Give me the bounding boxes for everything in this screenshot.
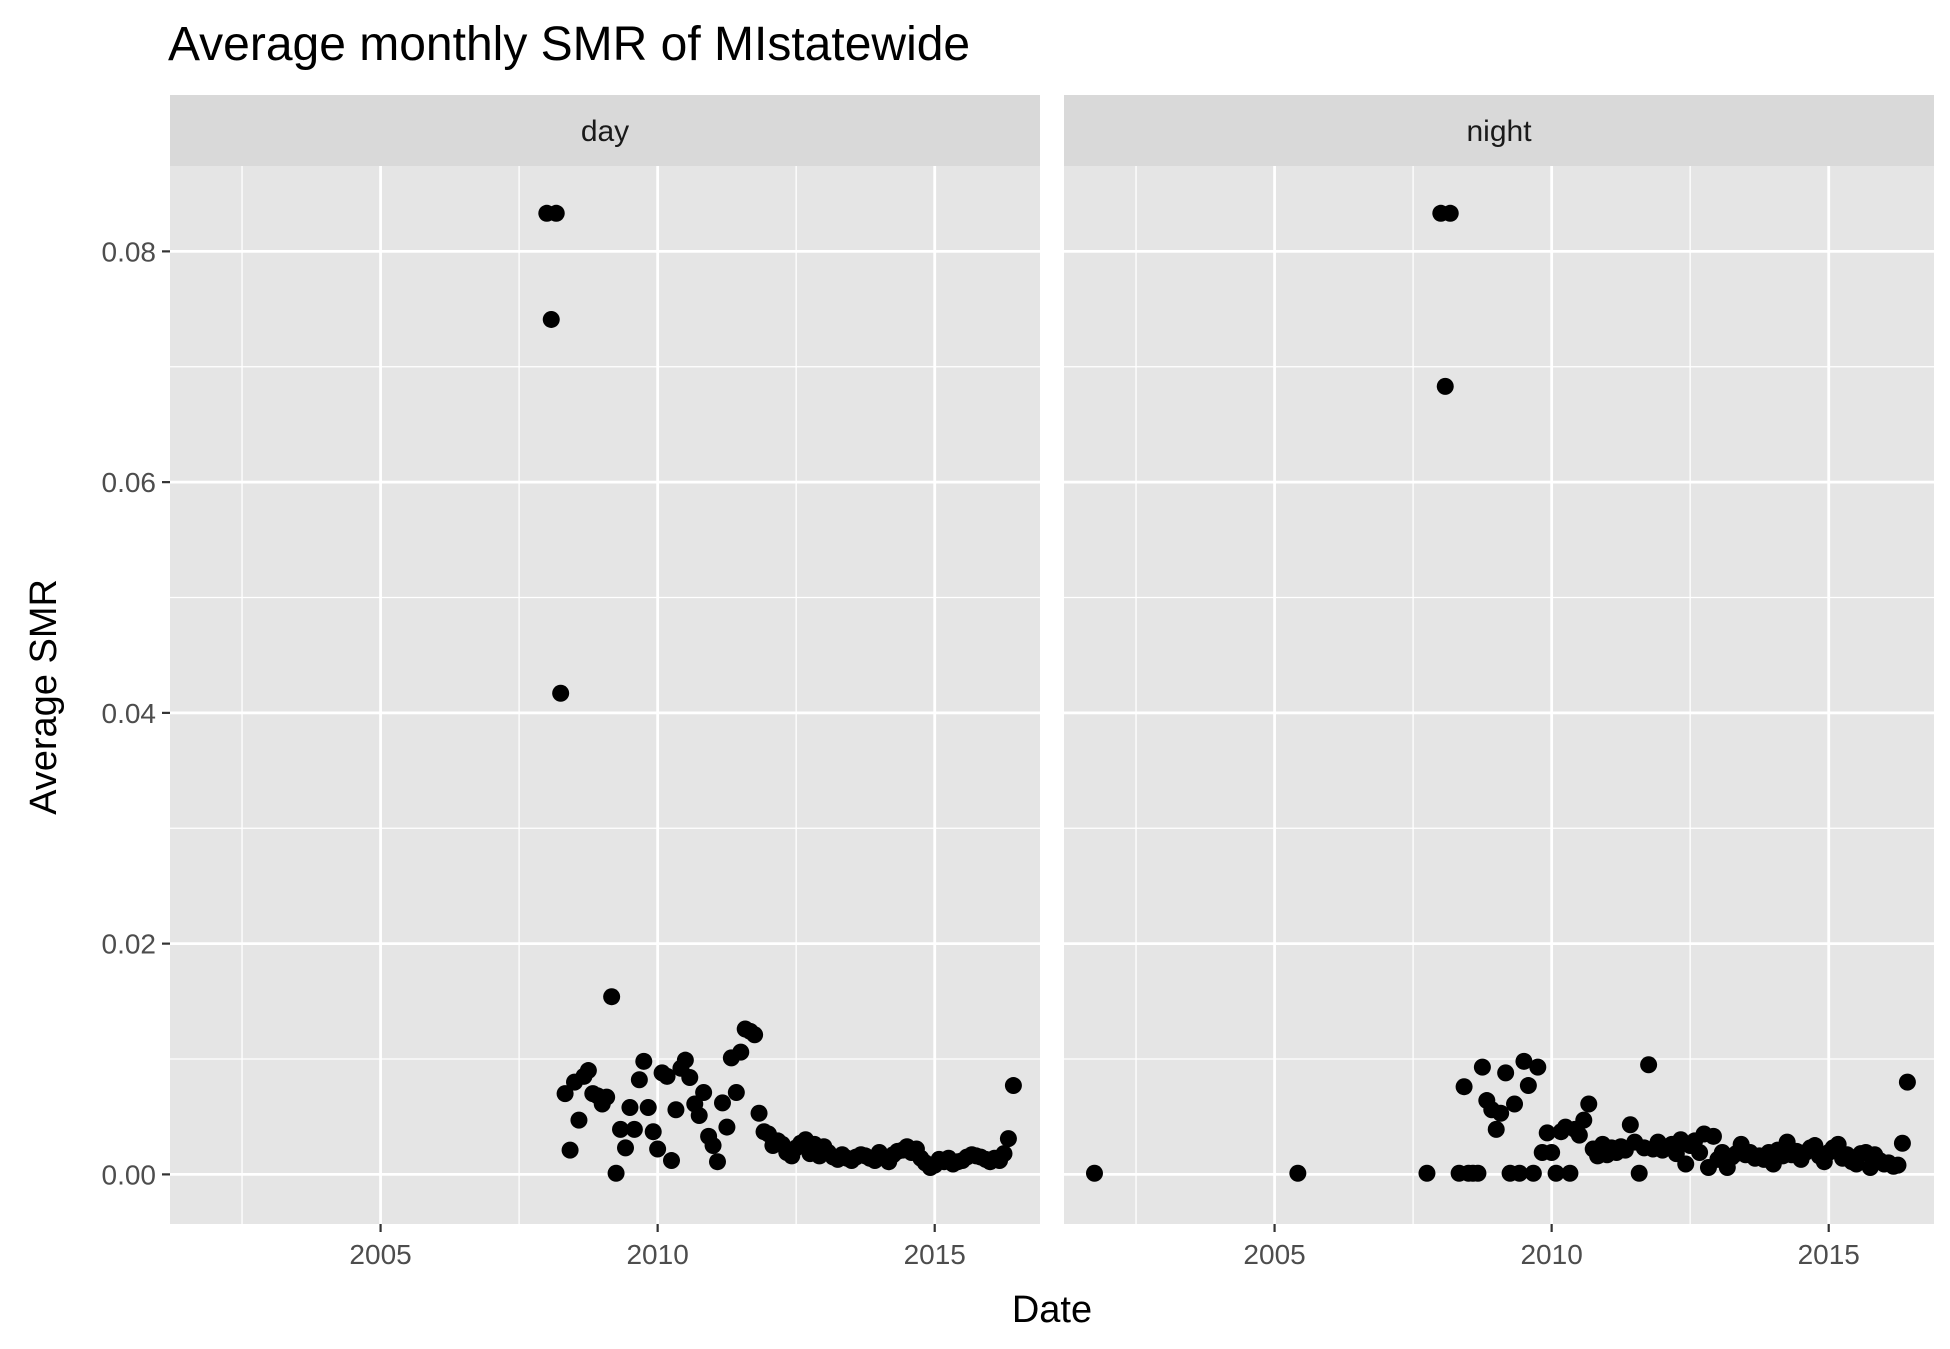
y-axis: 0.00 0.02 0.04 0.06 0.08 — [102, 236, 170, 1190]
data-point — [1418, 1164, 1436, 1182]
strip-label-night: night — [1466, 115, 1532, 148]
data-point — [1085, 1164, 1103, 1182]
data-point — [1677, 1155, 1695, 1173]
data-point — [1455, 1078, 1473, 1096]
data-point — [1515, 1052, 1533, 1070]
data-point — [1524, 1164, 1542, 1182]
data-point — [570, 1111, 588, 1129]
data-point — [1889, 1156, 1907, 1174]
data-point — [999, 1130, 1017, 1148]
x-tick-label: 2015 — [1798, 1239, 1860, 1270]
data-point — [1487, 1120, 1505, 1138]
data-point — [1561, 1164, 1579, 1182]
x-tick-label: 2005 — [349, 1239, 411, 1270]
data-point — [708, 1153, 726, 1171]
data-point — [1004, 1077, 1022, 1095]
x-tick-label: 2015 — [904, 1239, 966, 1270]
data-point — [617, 1139, 635, 1157]
data-point — [1506, 1095, 1524, 1113]
data-point — [1570, 1126, 1588, 1144]
data-point — [690, 1107, 708, 1125]
data-point — [1543, 1143, 1561, 1161]
y-tick-label: 0.04 — [102, 698, 157, 729]
data-point — [732, 1043, 750, 1061]
data-point — [704, 1137, 722, 1155]
data-point — [1511, 1164, 1529, 1182]
data-point — [1547, 1164, 1565, 1182]
data-point — [695, 1083, 713, 1101]
data-point — [1575, 1111, 1593, 1129]
data-point — [662, 1152, 680, 1170]
data-point — [718, 1118, 736, 1136]
y-tick-label: 0.02 — [102, 929, 157, 960]
data-point — [552, 684, 570, 702]
data-point — [547, 204, 565, 222]
data-point — [635, 1052, 653, 1070]
data-point — [995, 1145, 1013, 1163]
data-point — [676, 1051, 694, 1069]
strip-day — [170, 95, 1040, 166]
strip-night — [1064, 95, 1934, 166]
data-point — [639, 1098, 657, 1116]
data-point — [1469, 1164, 1487, 1182]
data-point — [649, 1140, 667, 1158]
data-point — [556, 1085, 574, 1103]
x-axis: 2005 2010 2015 2005 2010 2015 — [349, 1224, 1860, 1270]
data-point — [681, 1068, 699, 1086]
data-point — [603, 988, 621, 1006]
data-point — [1893, 1134, 1911, 1152]
data-point — [1621, 1116, 1639, 1134]
data-point — [542, 310, 560, 328]
data-point — [1704, 1127, 1722, 1145]
chart-title: Average monthly SMR of MIstatewide — [168, 18, 970, 71]
data-point — [1630, 1164, 1648, 1182]
data-point — [598, 1088, 616, 1106]
data-point — [727, 1083, 745, 1101]
data-point — [713, 1094, 731, 1112]
data-point — [1436, 377, 1454, 395]
x-tick-label: 2010 — [1520, 1239, 1582, 1270]
y-tick-label: 0.00 — [102, 1159, 157, 1190]
data-point — [1519, 1077, 1537, 1095]
data-point — [1492, 1104, 1510, 1122]
data-point — [1529, 1058, 1547, 1076]
panel-background-night — [1064, 166, 1934, 1224]
y-tick-label: 0.08 — [102, 236, 157, 267]
strip-label-day: day — [581, 115, 629, 148]
y-axis-title: Average SMR — [23, 579, 65, 815]
panel-night: night — [1064, 95, 1934, 1224]
data-point — [625, 1120, 643, 1138]
x-tick-label: 2010 — [626, 1239, 688, 1270]
data-point — [746, 1026, 764, 1044]
data-point — [1473, 1058, 1491, 1076]
data-point — [607, 1164, 625, 1182]
data-point — [1580, 1095, 1598, 1113]
data-point — [1898, 1073, 1916, 1091]
y-tick-label: 0.06 — [102, 467, 157, 498]
data-point — [1538, 1124, 1556, 1142]
data-point — [1640, 1056, 1658, 1074]
x-axis-title: Date — [1012, 1289, 1092, 1331]
data-point — [630, 1071, 648, 1089]
data-point — [750, 1104, 768, 1122]
data-point — [612, 1120, 630, 1138]
data-point — [1691, 1143, 1709, 1161]
data-point — [1441, 204, 1459, 222]
panel-day: day — [170, 95, 1040, 1224]
data-point — [561, 1141, 579, 1159]
panel-background-day — [170, 166, 1040, 1224]
data-point — [579, 1062, 597, 1080]
data-point — [621, 1098, 639, 1116]
data-point — [1289, 1164, 1307, 1182]
data-point — [667, 1101, 685, 1119]
x-tick-label: 2005 — [1243, 1239, 1305, 1270]
panels-layer: day night — [170, 95, 1934, 1224]
data-point — [658, 1067, 676, 1085]
data-point — [1497, 1064, 1515, 1082]
data-point — [644, 1123, 662, 1141]
